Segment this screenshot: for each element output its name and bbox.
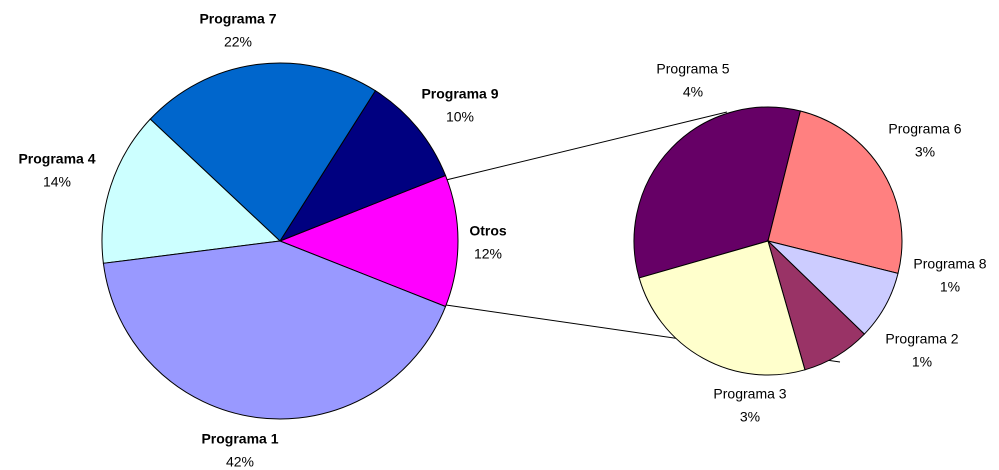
pie-slice (101, 118, 282, 264)
slice-name: Programa 5 (656, 61, 729, 77)
pie-slice (278, 174, 459, 308)
slice-value-label: 14% (43, 174, 71, 190)
slice-name: Otros (469, 223, 507, 239)
pie-slice (633, 106, 802, 279)
pie-slice (102, 240, 447, 420)
slice-name: Programa 2 (885, 331, 958, 347)
pie-slice (149, 62, 377, 242)
slice-value-label: 42% (226, 454, 254, 470)
slice-name: Programa 1 (201, 431, 278, 447)
slice-name: Programa 9 (421, 86, 498, 102)
slice-name: Programa 4 (18, 151, 95, 167)
slice-value-label: 3% (740, 409, 760, 425)
slice-value-label: 1% (912, 354, 932, 370)
slice-name: Programa 7 (199, 11, 276, 27)
slice-value-label: 1% (940, 279, 960, 295)
connector-line (445, 111, 728, 181)
slice-value-label: 22% (224, 34, 252, 50)
slice-value-label: 12% (474, 246, 502, 262)
pie-slice (638, 240, 806, 376)
slice-value-label: 3% (915, 144, 935, 160)
slice-name: Programa 8 (913, 256, 986, 272)
slice-name: Programa 6 (888, 121, 961, 137)
slice-value-label: 4% (683, 84, 703, 100)
slice-name: Programa 3 (713, 386, 786, 402)
pie-slice (767, 110, 903, 275)
slice-value-label: 10% (446, 109, 474, 125)
pie-slice (278, 90, 447, 243)
